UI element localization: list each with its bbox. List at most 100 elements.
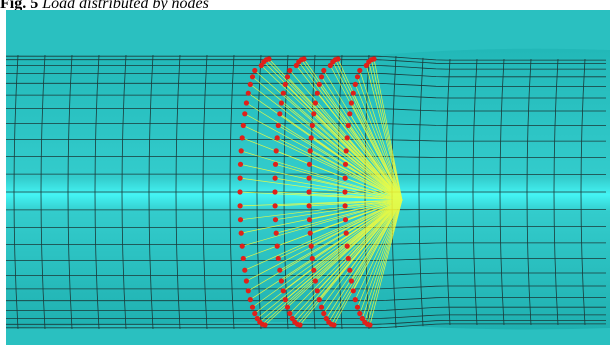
load-node (344, 148, 349, 153)
load-node (285, 74, 290, 79)
load-node (237, 189, 242, 194)
load-node (310, 123, 315, 128)
load-node (309, 135, 314, 140)
load-node (346, 256, 351, 261)
load-node (343, 162, 348, 167)
load-node (357, 68, 362, 73)
load-node (353, 297, 358, 302)
load-node (240, 135, 245, 140)
load-node (347, 111, 352, 116)
load-node (345, 244, 350, 249)
load-node (349, 278, 354, 283)
load-node (328, 63, 333, 68)
load-node (307, 217, 312, 222)
load-node (321, 311, 326, 316)
load-node (259, 63, 264, 68)
load-node (281, 91, 286, 96)
load-node (277, 111, 282, 116)
load-node (310, 256, 315, 261)
load-node (315, 288, 320, 293)
load-node (276, 123, 281, 128)
load-node (250, 305, 255, 310)
load-node (355, 305, 360, 310)
load-node (357, 311, 362, 316)
load-node (313, 100, 318, 105)
load-node (238, 217, 243, 222)
load-node (262, 322, 267, 327)
load-node (307, 162, 312, 167)
load-node (281, 288, 286, 293)
load-node (287, 68, 292, 73)
load-node (239, 231, 244, 236)
load-node (306, 189, 311, 194)
load-node (355, 74, 360, 79)
load-node (349, 100, 354, 105)
load-node (367, 322, 372, 327)
load-node (319, 305, 324, 310)
load-node (307, 176, 312, 181)
load-node (275, 244, 280, 249)
load-node (308, 231, 313, 236)
load-node (343, 176, 348, 181)
load-node (274, 148, 279, 153)
load-node (241, 256, 246, 261)
fem-figure (0, 10, 616, 345)
load-node (279, 278, 284, 283)
load-node (321, 68, 326, 73)
load-node (308, 148, 313, 153)
load-node (345, 135, 350, 140)
load-node (250, 74, 255, 79)
load-node (252, 68, 257, 73)
load-node (351, 91, 356, 96)
load-node (353, 82, 358, 87)
load-node (297, 322, 302, 327)
load-node (344, 231, 349, 236)
load-node (238, 162, 243, 167)
load-node (248, 297, 253, 302)
load-node (274, 231, 279, 236)
load-node (315, 91, 320, 96)
load-node (347, 268, 352, 273)
load-node (331, 322, 336, 327)
load-node (317, 82, 322, 87)
load-node (311, 268, 316, 273)
load-node (241, 123, 246, 128)
load-node (273, 176, 278, 181)
load-node (287, 311, 292, 316)
load-node (244, 100, 249, 105)
load-node (244, 278, 249, 283)
load-node (277, 268, 282, 273)
load-node (238, 176, 243, 181)
load-node (343, 203, 348, 208)
load-node (275, 135, 280, 140)
load-node (238, 203, 243, 208)
load-node (307, 203, 312, 208)
load-node (273, 217, 278, 222)
load-node (343, 217, 348, 222)
load-node (342, 189, 347, 194)
load-node (351, 288, 356, 293)
load-node (309, 244, 314, 249)
load-node (311, 111, 316, 116)
load-node (273, 162, 278, 167)
load-node (252, 311, 257, 316)
load-node (246, 91, 251, 96)
load-node (272, 189, 277, 194)
load-node (317, 297, 322, 302)
load-node (283, 297, 288, 302)
load-node (239, 148, 244, 153)
load-node (283, 82, 288, 87)
page: {"figure": {"label": "Fig. 5", "caption"… (0, 0, 616, 345)
load-node (285, 305, 290, 310)
load-node (346, 123, 351, 128)
load-node (276, 256, 281, 261)
load-node (273, 203, 278, 208)
load-node (248, 82, 253, 87)
load-node (319, 74, 324, 79)
load-node (364, 63, 369, 68)
load-node (242, 268, 247, 273)
load-node (246, 288, 251, 293)
load-node (294, 63, 299, 68)
load-node (242, 111, 247, 116)
load-node (313, 278, 318, 283)
